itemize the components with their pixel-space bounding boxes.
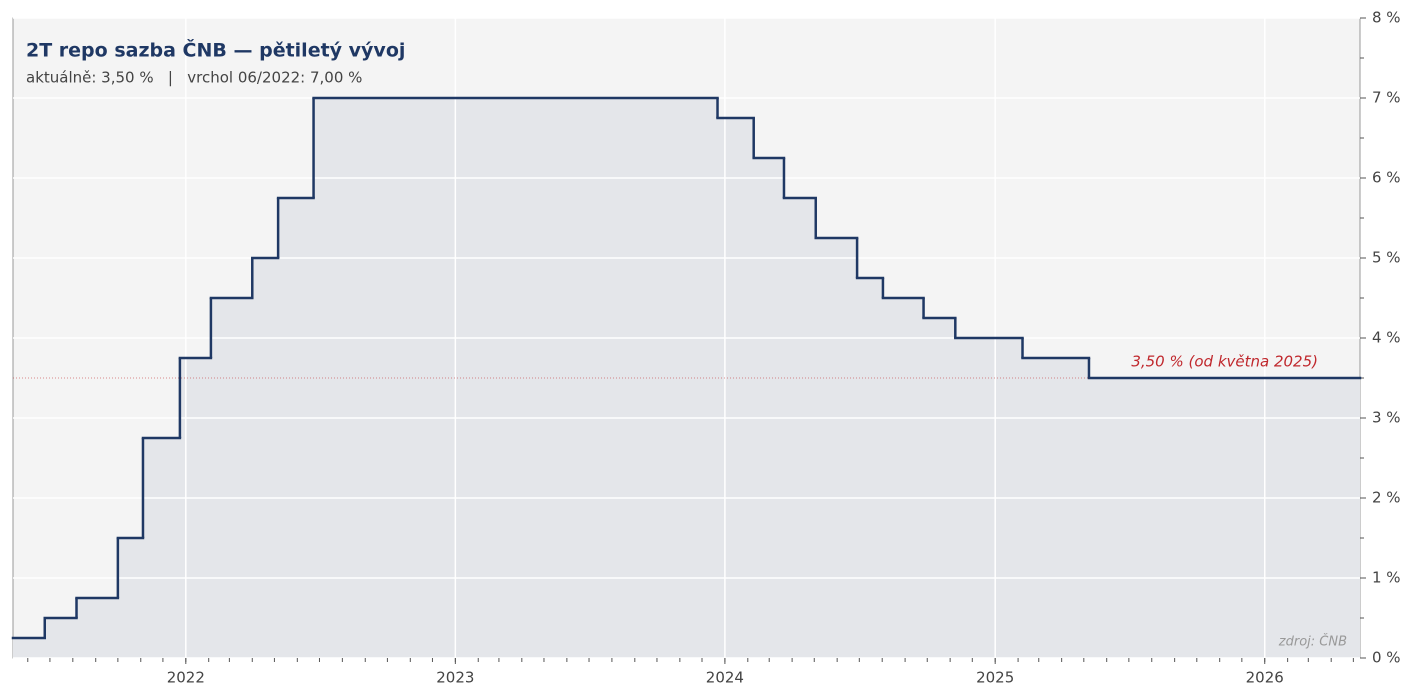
area-fill [13, 98, 1360, 658]
y-tick-label: 4 % [1372, 329, 1401, 347]
x-tick-label: 2026 [1246, 669, 1284, 687]
source-note: zdroj: ČNB [1278, 634, 1347, 650]
x-tick-label: 2023 [436, 669, 474, 687]
y-tick-label: 3 % [1372, 409, 1401, 427]
reference-label: 3,50 % (od května 2025) [1131, 353, 1318, 371]
y-tick-label: 6 % [1372, 169, 1401, 187]
y-tick-label: 0 % [1372, 649, 1401, 667]
chart-title: 2T repo sazba ČNB — pětiletý vývoj [26, 38, 405, 62]
y-tick-label: 2 % [1372, 489, 1401, 507]
x-tick-label: 2024 [706, 669, 744, 687]
x-tick-label: 2022 [167, 669, 205, 687]
y-tick-label: 8 % [1372, 9, 1401, 27]
x-tick-label: 2025 [976, 669, 1014, 687]
y-tick-label: 1 % [1372, 569, 1401, 587]
chart-subtitle: aktuálně: 3,50 % | vrchol 06/2022: 7,00 … [26, 69, 362, 87]
y-tick-label: 5 % [1372, 249, 1401, 267]
y-tick-label: 7 % [1372, 89, 1401, 107]
